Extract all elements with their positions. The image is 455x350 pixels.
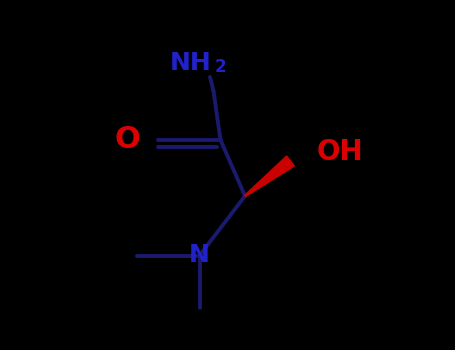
Text: O: O bbox=[115, 126, 141, 154]
Text: OH: OH bbox=[317, 138, 364, 166]
Text: N: N bbox=[189, 244, 210, 267]
Polygon shape bbox=[245, 156, 294, 197]
Text: NH: NH bbox=[170, 51, 212, 75]
Text: 2: 2 bbox=[215, 57, 226, 76]
